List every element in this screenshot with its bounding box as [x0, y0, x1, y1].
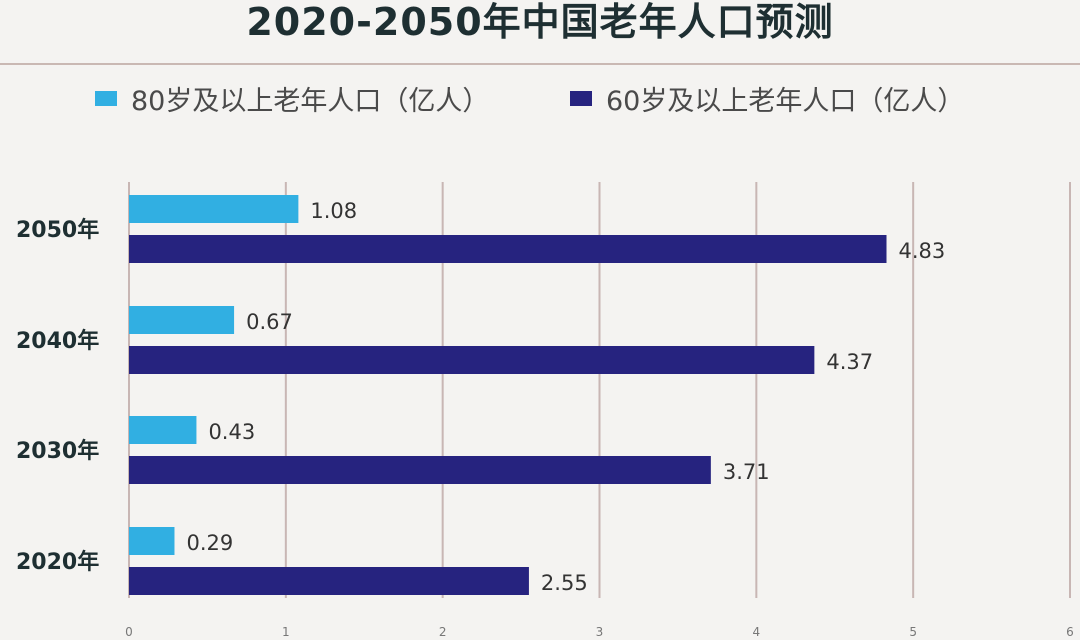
x-tick-label: 3: [596, 625, 604, 639]
bar: [129, 346, 815, 374]
x-tick-label: 1: [282, 625, 290, 639]
category-label: 2030年: [16, 438, 99, 464]
x-tick-label: 2: [439, 625, 447, 639]
bar: [129, 235, 887, 263]
legend-label-80plus: 80岁及以上老年人口（亿人）: [131, 85, 490, 117]
legend: 80岁及以上老年人口（亿人） 60岁及以上老年人口（亿人）: [0, 78, 1080, 118]
legend-item-80plus: 80岁及以上老年人口（亿人）: [95, 78, 489, 118]
data-label: 2.55: [541, 571, 588, 595]
data-label: 0.29: [186, 531, 233, 555]
data-label: 1.08: [310, 199, 357, 223]
category-label: 2020年: [16, 549, 99, 575]
x-tick-label: 0: [125, 625, 133, 639]
legend-swatch-60plus: [570, 90, 592, 106]
legend-item-60plus: 60岁及以上老年人口（亿人）: [570, 78, 964, 118]
bar: [129, 416, 197, 444]
legend-label-60plus: 60岁及以上老年人口（亿人）: [606, 85, 965, 117]
data-label: 4.37: [826, 350, 873, 374]
x-tick-label: 4: [753, 625, 761, 639]
bar: [129, 195, 299, 223]
data-label: 0.43: [208, 420, 255, 444]
category-label: 2040年: [16, 328, 99, 354]
category-label: 2050年: [16, 217, 99, 243]
x-tick-label: 5: [909, 625, 917, 639]
bar: [129, 567, 529, 595]
bar: [129, 456, 711, 484]
chart-title: 2020-2050年中国老年人口预测: [246, 0, 834, 44]
data-label: 3.71: [723, 460, 770, 484]
title-divider: [0, 63, 1080, 65]
data-label: 0.67: [246, 310, 293, 334]
x-tick-label: 6: [1066, 625, 1074, 639]
data-label: 4.83: [899, 239, 946, 263]
bar: [129, 306, 235, 334]
legend-swatch-80plus: [95, 90, 117, 106]
bar: [129, 527, 175, 555]
